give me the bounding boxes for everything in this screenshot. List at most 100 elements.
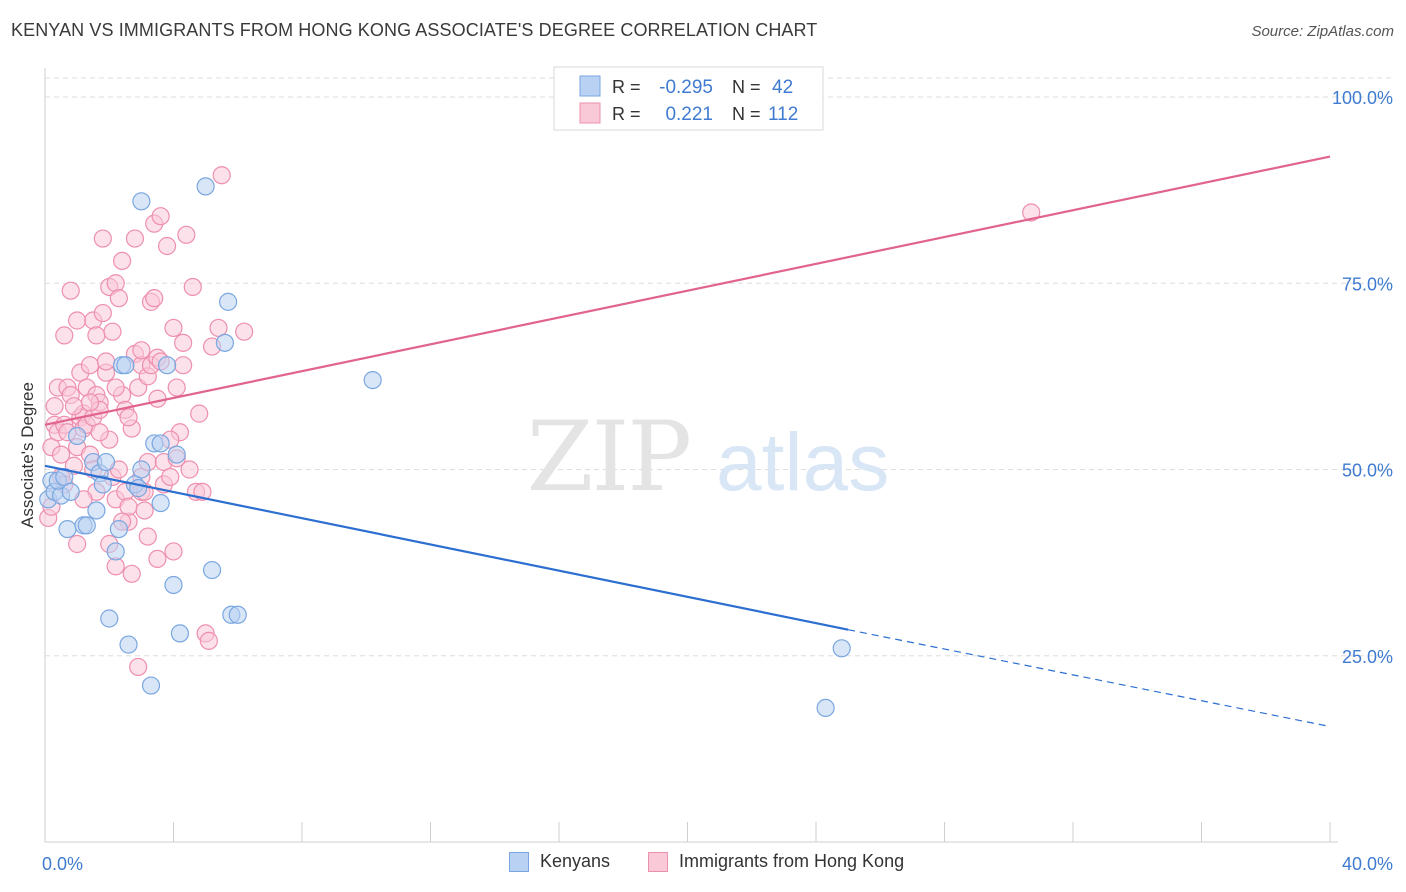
hk-point [161, 467, 180, 487]
hk-point [55, 326, 74, 345]
hk-point [157, 236, 177, 256]
hk-point [80, 393, 100, 412]
chart-title: KENYAN VS IMMIGRANTS FROM HONG KONG ASSO… [11, 20, 818, 40]
kenyan-point [68, 426, 87, 446]
kenyan-point [196, 177, 215, 196]
kenyan-point [87, 501, 106, 520]
hk-point [106, 378, 125, 397]
kenyan-point [151, 493, 170, 513]
x-tick-label: 40.0% [1342, 854, 1393, 874]
hk-point [132, 341, 151, 360]
y-tick-label: 75.0% [1342, 274, 1393, 294]
stats-legend: R = -0.295 N = 42 R = 0.221 N = 112 [553, 66, 824, 131]
hk-point [119, 408, 138, 427]
hk-point [93, 229, 112, 248]
kenyan-point [129, 479, 148, 498]
y-tick-label: 25.0% [1342, 647, 1393, 667]
hk-point [164, 542, 183, 561]
hk-trend-line [44, 155, 1331, 426]
hk-point [177, 225, 196, 244]
kenyan-point [93, 475, 112, 494]
y-tick-label: 50.0% [1342, 461, 1393, 481]
hk-point [125, 229, 145, 248]
legend-label-kenyans: Kenyans [540, 851, 611, 871]
hk-point [180, 460, 199, 479]
stats-legend-n-label: N = [732, 77, 761, 97]
hk-point [109, 289, 128, 308]
hk-point [135, 501, 154, 520]
kenyan-point [202, 560, 222, 580]
kenyan-point [832, 639, 851, 658]
legend-item-hong-kong[interactable]: Immigrants from Hong Kong [648, 851, 904, 872]
kenyan-point [77, 516, 96, 535]
kenyan-point [157, 356, 177, 375]
kenyan-trend-line [44, 464, 849, 631]
y-axis-label: Associate's Degree [18, 382, 37, 528]
kenyan-point [109, 519, 128, 539]
stats-legend-r-value: -0.295 [659, 77, 713, 98]
kenyan-point [219, 292, 238, 311]
kenyan-point [363, 371, 382, 390]
legend-item-kenyans[interactable]: Kenyans [509, 851, 610, 872]
hk-point [212, 166, 231, 185]
kenyan-point [132, 460, 151, 479]
hk-point [164, 318, 183, 338]
kenyan-point [61, 482, 80, 501]
kenyan-point [119, 635, 138, 654]
source-label: Source: ZipAtlas.com [1251, 23, 1394, 40]
stats-legend-r-value: 0.221 [665, 104, 713, 125]
hk-point [103, 322, 122, 341]
hk-point [68, 534, 87, 554]
stats-legend-r-label: R = [612, 77, 641, 97]
kenyan-point [58, 519, 77, 539]
gridlines [45, 77, 1393, 657]
kenyan-point [215, 333, 234, 352]
hk-point [90, 423, 109, 442]
axes [44, 68, 1338, 843]
hk-point [51, 445, 71, 464]
hk-point [199, 631, 218, 650]
legend-swatch-kenyans [509, 851, 529, 872]
hk-point [174, 333, 193, 352]
watermark: ZIP atlas [527, 401, 889, 513]
hk-point [80, 356, 100, 375]
stats-legend-n-value: 42 [772, 77, 793, 98]
hk-point [106, 274, 125, 293]
kenyan-point [132, 192, 151, 211]
hk-point [61, 281, 80, 300]
kenyan-point [106, 542, 125, 561]
hk-point [183, 277, 202, 297]
hk-point [148, 549, 167, 569]
stats-legend-hk-swatch [579, 102, 601, 124]
kenyan-point [151, 434, 170, 453]
hk-point [151, 207, 170, 226]
hk-point [122, 564, 141, 583]
stats-legend-kenyan-swatch [579, 75, 601, 97]
hk-point [235, 322, 254, 341]
x-tick-label: 0.0% [42, 854, 83, 874]
hk-point [93, 303, 112, 323]
hk-point [1022, 203, 1041, 222]
hk-point [45, 397, 64, 416]
kenyan-point [816, 698, 835, 718]
legend-swatch-hong-kong [648, 851, 668, 872]
kenyan-trend-extension [848, 629, 1331, 728]
hk-point [96, 352, 116, 371]
stats-legend-n-value: 112 [768, 104, 798, 125]
kenyan-point [164, 575, 183, 595]
hk-point [129, 657, 148, 677]
hk-point [68, 311, 87, 330]
bottom-legend: Kenyans Immigrants from Hong Kong [0, 851, 1406, 879]
tick-labels: 25.0% 50.0% 75.0% 100.0% 0.0% 40.0% [42, 88, 1393, 874]
kenyan-point [170, 624, 190, 643]
hk-point [174, 356, 193, 375]
hk-point [145, 289, 164, 308]
hk-point [167, 378, 186, 397]
y-tick-label: 100.0% [1332, 88, 1393, 108]
stats-legend-n-label: N = [732, 104, 761, 124]
kenyan-point [116, 356, 135, 375]
kenyan-point [141, 676, 161, 695]
legend-label-hong-kong: Immigrants from Hong Kong [679, 851, 905, 871]
hk-point [64, 397, 84, 416]
